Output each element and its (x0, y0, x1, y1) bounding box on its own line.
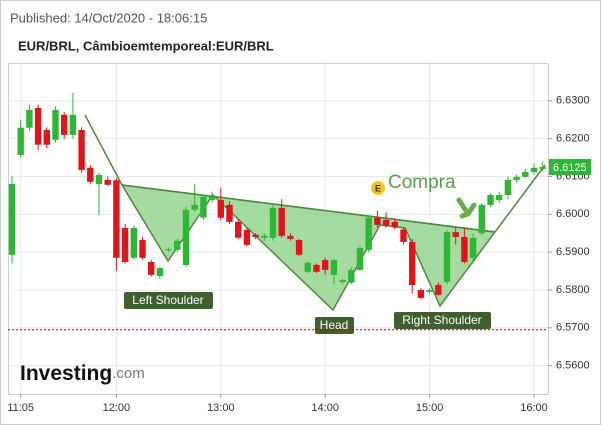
candle-body (121, 227, 129, 262)
y-tick-label: 6.6000 (556, 208, 590, 220)
annotation: Right Shoulder (402, 313, 481, 327)
candle-body (374, 217, 381, 225)
candle-body (61, 114, 68, 135)
candle-body (417, 289, 425, 298)
candle-body (469, 237, 477, 258)
candle-body (261, 235, 268, 238)
candle-body (87, 167, 94, 182)
y-tick-label: 6.5800 (556, 284, 590, 296)
x-tick-label: 13:00 (207, 402, 235, 414)
candle-body (461, 237, 468, 262)
candle-body (243, 229, 251, 245)
candle-body (348, 269, 355, 283)
x-tick-label: 15:00 (416, 402, 444, 414)
candle-body (34, 108, 42, 145)
y-tick-label: 6.5900 (556, 246, 590, 258)
candle-body (452, 232, 459, 238)
candle-body (26, 109, 33, 128)
plot-area (8, 63, 549, 395)
annotation: Head (320, 318, 349, 332)
candle-body (78, 129, 85, 171)
candle-body (313, 265, 320, 272)
logo: Investing.com (20, 362, 145, 385)
arrow (456, 197, 477, 219)
candle-body (391, 221, 398, 228)
x-tick-label: 14:00 (311, 402, 339, 414)
candle-body (182, 209, 190, 266)
y-tick-label: 6.6300 (556, 95, 590, 107)
candle-body (539, 167, 546, 169)
candle-body (278, 207, 285, 236)
price-tag (549, 159, 591, 176)
chart-title: EUR/BRL, Câmbioemtemporeal:EUR/BRL (18, 38, 274, 53)
candle-body (113, 180, 120, 258)
candle-body (8, 184, 16, 255)
candle-body (148, 261, 155, 275)
x-tick-label: 11:05 (7, 402, 34, 414)
candle-body (339, 280, 346, 283)
label-box (394, 312, 491, 329)
candle-body (513, 176, 520, 180)
candle-body (17, 127, 24, 155)
candle-body (522, 171, 529, 177)
x-tick-label: 16:00 (520, 402, 548, 414)
candle-body (435, 285, 442, 295)
candle-body (478, 204, 485, 234)
annotation: Left Shoulder (132, 293, 203, 307)
candle-body (356, 247, 364, 270)
candle-body (496, 195, 503, 200)
candle-body (304, 262, 311, 272)
candle-body (443, 232, 451, 283)
candle-body (487, 195, 494, 205)
y-tick-label: 6.5700 (556, 322, 590, 334)
x-tick-label: 12:00 (103, 402, 131, 414)
trend-line (84, 114, 123, 186)
candle-body (165, 249, 172, 251)
candle-body (130, 227, 137, 258)
candle-body (139, 240, 146, 258)
candle-body (104, 179, 111, 185)
label-box (124, 292, 213, 309)
candle-body (269, 207, 277, 238)
candle-body (52, 109, 59, 140)
candle-body (295, 240, 303, 255)
price-tag-label: 6.6125 (553, 162, 587, 174)
candle-body (217, 199, 224, 218)
event-marker (371, 181, 385, 195)
candle-body (322, 260, 329, 270)
candle-body (365, 217, 372, 250)
annotation: Compra (388, 172, 456, 193)
candle-body (156, 268, 164, 276)
candle-body (208, 196, 216, 200)
candle-body (504, 179, 512, 196)
candle-body (426, 289, 433, 292)
candle-body (400, 229, 407, 242)
y-tick-label: 6.6200 (556, 133, 590, 145)
candle-body (43, 129, 50, 145)
candle-body (191, 204, 198, 210)
trend-line (494, 164, 546, 233)
chart-subtitle: Published: 14/Oct/2020 - 18:06:15 (10, 10, 207, 25)
candle-body (287, 235, 294, 239)
candle-body (382, 219, 390, 226)
candle-body (252, 234, 259, 238)
candle-body (530, 167, 538, 172)
candle-body (409, 241, 416, 286)
candle-body (330, 260, 338, 275)
event-label: E (375, 183, 381, 193)
neckline (121, 184, 496, 233)
candle-body (226, 204, 233, 222)
candle-body (95, 174, 103, 185)
y-tick-label: 6.5600 (556, 360, 590, 372)
candle-body (200, 196, 207, 218)
logo-suffix: .com (112, 365, 145, 382)
candles (8, 92, 546, 300)
candle-body (235, 221, 242, 238)
candle-body (174, 240, 181, 250)
candle-body (69, 114, 77, 135)
logo-text: Investing (20, 362, 112, 385)
